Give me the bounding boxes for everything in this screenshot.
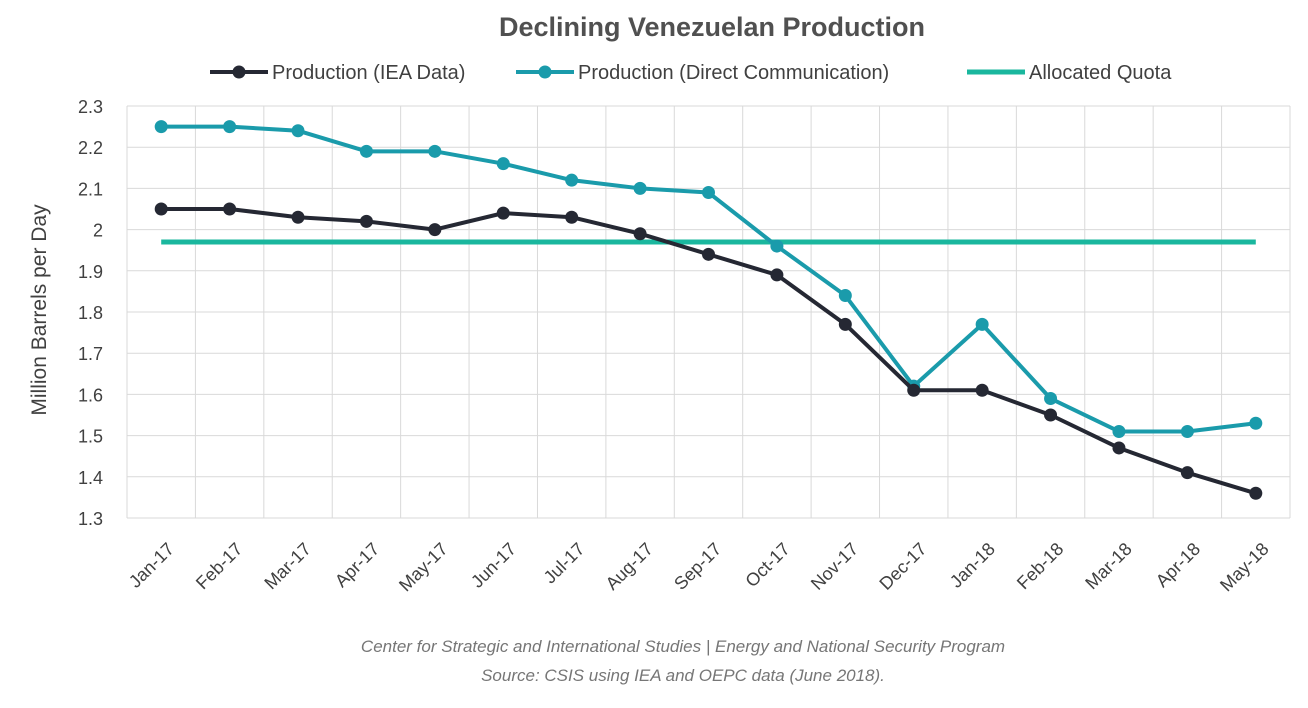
caption-line-1: Center for Strategic and International S… [361, 637, 1005, 656]
data-point [1044, 408, 1058, 422]
data-point [1180, 466, 1194, 480]
data-point [1112, 424, 1126, 438]
legend-item: Allocated Quota [967, 62, 1172, 84]
x-tick-label: Mar-18 [1081, 539, 1135, 593]
data-point [565, 173, 579, 187]
data-point [702, 186, 715, 200]
y-tick-label: 1.7 [78, 344, 103, 364]
data-point [223, 202, 237, 216]
y-tick-label: 2.2 [78, 138, 103, 158]
y-tick-label: 1.8 [78, 303, 103, 323]
data-point [1112, 441, 1126, 455]
data-point [1180, 424, 1194, 438]
x-tick-label: May-17 [395, 539, 452, 596]
data-point [770, 239, 784, 253]
series-line [161, 124, 1257, 434]
x-tick-label: Jul-17 [540, 539, 589, 588]
legend-item: Production (Direct Communication) [516, 62, 889, 84]
data-point [770, 268, 784, 282]
data-point [428, 144, 442, 158]
data-point [633, 181, 647, 195]
y-axis-ticks: 1.3 1.4 1.5 1.6 1.7 1.8 1.9 2 2.1 2.2 2.3 [78, 97, 103, 529]
y-axis-title: Million Barrels per Day [28, 204, 51, 416]
data-point [975, 317, 989, 331]
data-point [291, 124, 305, 138]
x-tick-label: Aug-17 [602, 539, 657, 594]
x-tick-label: Sep-17 [670, 539, 725, 594]
legend-swatch-marker [232, 65, 246, 79]
data-point [223, 120, 237, 134]
y-tick-label: 1.5 [78, 427, 103, 447]
data-point [907, 383, 921, 397]
legend-item: Production (IEA Data) [210, 62, 465, 84]
data-point [565, 210, 579, 224]
caption-line-2: Source: CSIS using IEA and OEPC data (Ju… [481, 666, 885, 685]
data-point [154, 120, 168, 134]
x-axis-ticks: Jan-17 Feb-17 Mar-17 Apr-17 May-17 Jun-17 Jul-… [125, 539, 1273, 596]
x-tick-label: Apr-18 [1152, 539, 1204, 591]
legend-label: Production (IEA Data) [272, 62, 465, 84]
x-tick-label: Dec-17 [875, 539, 930, 594]
data-point [702, 247, 715, 261]
legend-swatch-marker [538, 65, 552, 79]
x-tick-label: Jan-18 [946, 539, 999, 592]
data-point [496, 157, 510, 171]
x-tick-label: Feb-18 [1013, 539, 1067, 593]
x-tick-label: Nov-17 [807, 539, 862, 594]
x-tick-label: Jan-17 [125, 539, 178, 592]
legend: Production (IEA Data) Production (Direct … [210, 62, 1172, 84]
data-point [633, 227, 647, 241]
x-tick-label: Feb-17 [192, 539, 246, 593]
data-point [428, 223, 442, 237]
series-1 [154, 202, 1263, 500]
data-point [359, 214, 373, 228]
data-point [975, 383, 989, 397]
y-tick-label: 1.4 [78, 468, 103, 488]
y-tick-label: 2 [93, 221, 103, 241]
y-tick-label: 1.9 [78, 262, 103, 282]
x-tick-label: Oct-17 [741, 539, 793, 591]
data-point [496, 206, 510, 220]
legend-label: Production (Direct Communication) [578, 62, 889, 84]
data-point [154, 202, 168, 216]
series-layer [154, 120, 1263, 500]
y-tick-label: 1.6 [78, 385, 103, 405]
data-point [1249, 416, 1263, 430]
x-tick-label: Jun-17 [467, 539, 520, 592]
legend-label: Allocated Quota [1029, 62, 1172, 84]
x-tick-label: Mar-17 [260, 539, 314, 593]
x-tick-label: May-18 [1216, 539, 1273, 596]
y-tick-label: 2.3 [78, 97, 103, 117]
x-tick-label: Apr-17 [331, 539, 383, 591]
data-point [359, 144, 373, 158]
plot-grid [126, 105, 1291, 519]
y-tick-label: 1.3 [78, 509, 103, 529]
data-point [838, 289, 852, 303]
chart-title: Declining Venezuelan Production [499, 12, 925, 42]
y-tick-label: 2.1 [78, 179, 103, 199]
data-point [1044, 392, 1058, 406]
data-point [838, 317, 852, 331]
data-point [291, 210, 305, 224]
series-2 [154, 120, 1263, 438]
data-point [1249, 486, 1263, 500]
